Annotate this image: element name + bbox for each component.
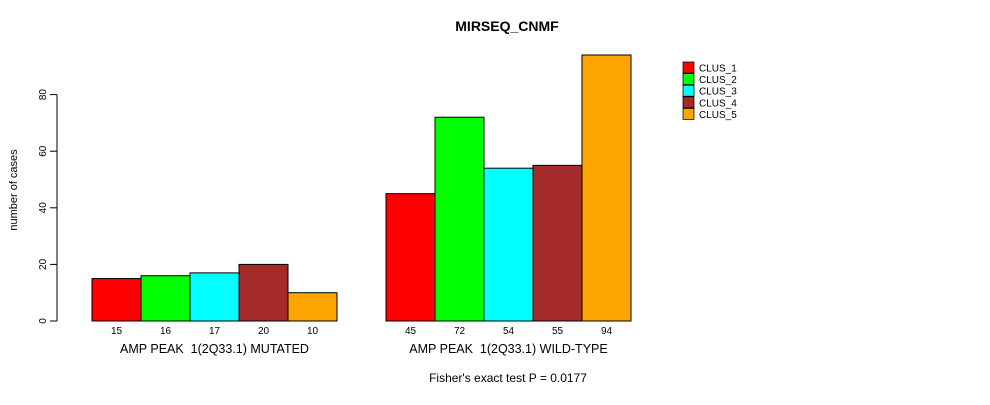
x-group-labels: AMP PEAK 1(2Q33.1) MUTATED AMP PEAK 1(2Q3…: [120, 342, 608, 356]
y-tick-label: 20: [38, 258, 49, 270]
bar-clus_5: [581, 54, 632, 322]
legend-label: CLUS_3: [699, 87, 737, 98]
legend-label: CLUS_4: [699, 98, 737, 109]
legend-swatch: [682, 73, 695, 85]
bars-group: [91, 54, 632, 322]
bar-value-label: 45: [405, 326, 417, 337]
bar-clus_2: [140, 275, 191, 322]
legend-item: CLUS_1: [682, 61, 737, 75]
legend-swatch: [682, 61, 695, 74]
y-tick-label: 60: [38, 145, 49, 157]
y-tick-label: 80: [38, 89, 49, 101]
bar-clus_2: [434, 116, 485, 322]
legend-item: CLUS_3: [682, 84, 737, 98]
legend-label: CLUS_1: [699, 64, 737, 75]
bar-value-label: 72: [454, 326, 466, 337]
bar-value-label: 54: [503, 326, 515, 337]
bar-value-label: 10: [307, 326, 319, 337]
group-label: AMP PEAK 1(2Q33.1) MUTATED: [120, 342, 309, 356]
y-axis: 0 20 40 60 80: [38, 89, 58, 324]
bar-clus_1: [91, 278, 142, 322]
y-tick-label: 40: [38, 202, 49, 214]
y-tick-label: 0: [38, 318, 49, 324]
bar-clus_5: [287, 292, 338, 322]
bar-clus_1: [385, 193, 436, 322]
bar-value-labels: 15 16 17 20 10 45 72 54 55 94: [111, 326, 613, 337]
legend-item: CLUS_4: [682, 96, 737, 109]
bar-value-label: 94: [601, 326, 613, 337]
group-label: AMP PEAK 1(2Q33.1) WILD-TYPE: [409, 342, 607, 356]
bar-clus_3: [189, 272, 240, 322]
stat-caption: Fisher's exact test P = 0.0177: [429, 371, 587, 385]
bar-value-label: 16: [160, 326, 172, 337]
bar-clus_4: [238, 263, 289, 322]
legend-label: CLUS_2: [699, 75, 737, 86]
bar-clus_4: [532, 164, 583, 322]
legend-label: CLUS_5: [699, 110, 737, 121]
bar-value-label: 17: [209, 326, 221, 337]
legend-swatch: [682, 108, 695, 120]
bar-value-label: 55: [552, 326, 564, 337]
y-axis-label: number of cases: [8, 149, 20, 231]
legend-swatch: [682, 96, 695, 109]
bar-value-label: 20: [258, 326, 270, 337]
bar-clus_3: [483, 167, 534, 322]
chart-title: MIRSEQ_CNMF: [455, 18, 559, 34]
bar-value-label: 15: [111, 326, 123, 337]
legend-item: CLUS_5: [682, 108, 737, 121]
legend-item: CLUS_2: [682, 73, 737, 86]
legend-swatch: [682, 84, 695, 97]
